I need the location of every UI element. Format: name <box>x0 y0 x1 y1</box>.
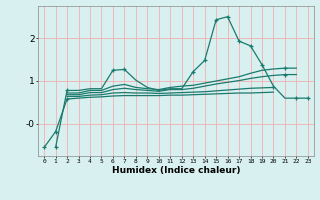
X-axis label: Humidex (Indice chaleur): Humidex (Indice chaleur) <box>112 166 240 175</box>
